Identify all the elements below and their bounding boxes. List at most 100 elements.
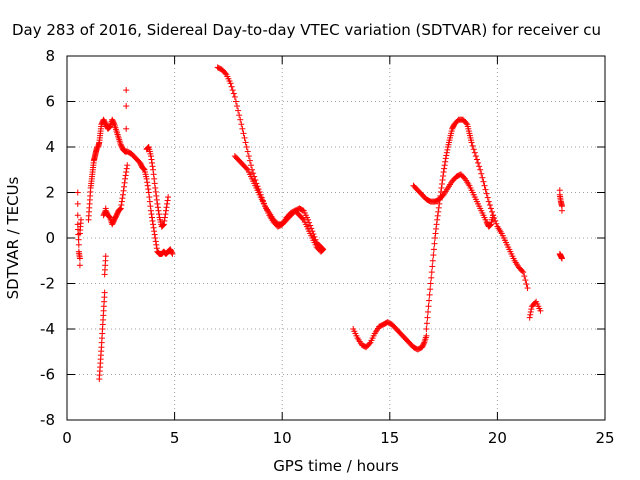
data-point xyxy=(522,277,529,284)
data-point xyxy=(143,175,150,182)
data-point xyxy=(147,207,154,214)
data-point xyxy=(150,166,157,173)
data-point xyxy=(123,125,130,132)
data-point xyxy=(424,308,431,315)
data-point xyxy=(239,125,246,132)
data-point xyxy=(428,269,435,276)
tick-labels: 0 5 10 15 20 25 -8 -6 -4 -2 0 2 4 6 8 xyxy=(40,47,615,447)
data-point xyxy=(140,165,147,172)
data-point xyxy=(153,196,160,203)
data-point xyxy=(101,289,108,296)
data-point xyxy=(430,246,437,253)
data-point xyxy=(144,182,151,189)
data-point xyxy=(117,205,124,212)
data-point xyxy=(479,174,486,181)
data-point xyxy=(148,156,155,163)
y-tick-label: -6 xyxy=(40,366,55,384)
data-point xyxy=(169,250,176,257)
data-point xyxy=(231,93,238,100)
data-point xyxy=(519,267,526,274)
data-point xyxy=(164,197,171,204)
data-point xyxy=(435,208,442,215)
data-point xyxy=(430,252,437,259)
data-point xyxy=(76,262,83,269)
data-point xyxy=(150,224,157,231)
data-point xyxy=(478,170,485,177)
data-point xyxy=(152,184,159,191)
data-point xyxy=(117,205,124,212)
data-point xyxy=(153,241,160,248)
data-point xyxy=(441,162,448,169)
data-point xyxy=(423,320,430,327)
data-point xyxy=(429,257,436,264)
data-point xyxy=(485,198,492,205)
data-point xyxy=(537,307,544,314)
data-point xyxy=(122,172,129,179)
data-point xyxy=(118,202,125,209)
data-point xyxy=(246,157,253,164)
data-point xyxy=(527,311,534,318)
data-point xyxy=(119,195,126,202)
data-point xyxy=(162,211,169,218)
data-point xyxy=(149,214,156,221)
data-point xyxy=(480,178,487,185)
data-point xyxy=(490,212,497,219)
data-point xyxy=(149,163,156,170)
data-point xyxy=(230,90,237,97)
data-point xyxy=(482,186,489,193)
data-point xyxy=(245,153,252,160)
data-point xyxy=(121,179,128,186)
data-point xyxy=(235,107,242,114)
data-point xyxy=(146,198,153,205)
data-point xyxy=(149,159,156,166)
data-point xyxy=(437,188,444,195)
data-point xyxy=(151,228,158,235)
data-point xyxy=(463,120,470,127)
data-point xyxy=(120,187,127,194)
data-point xyxy=(161,214,168,221)
data-point xyxy=(238,121,245,128)
y-tick-label: -8 xyxy=(40,411,55,429)
x-tick-label: 5 xyxy=(170,429,180,447)
data-point xyxy=(438,180,445,187)
y-tick-label: 8 xyxy=(45,47,55,65)
data-point xyxy=(433,225,440,232)
data-point xyxy=(147,203,154,210)
y-tick-label: 6 xyxy=(45,93,55,111)
data-point xyxy=(483,190,490,197)
data-point xyxy=(160,221,167,228)
data-point xyxy=(440,169,447,176)
data-point xyxy=(243,165,250,172)
y-tick-label: 4 xyxy=(45,138,55,156)
y-tick-label: -2 xyxy=(40,275,55,293)
y-tick-label: -4 xyxy=(40,320,55,338)
grid xyxy=(67,56,605,420)
data-point xyxy=(320,246,327,253)
y-tick-label: 0 xyxy=(45,229,55,247)
data-point xyxy=(493,220,500,227)
x-axis-title: GPS time / hours xyxy=(273,457,399,475)
data-point xyxy=(443,152,450,159)
data-point xyxy=(242,139,249,146)
data-point xyxy=(77,216,84,223)
data-point xyxy=(319,247,326,254)
data-point xyxy=(528,306,535,313)
chart-title: Day 283 of 2016, Sidereal Day-to-day VTE… xyxy=(12,21,601,39)
x-tick-label: 0 xyxy=(62,429,72,447)
data-point xyxy=(444,146,451,153)
data-point xyxy=(306,219,313,226)
data-point xyxy=(434,212,441,219)
data-point xyxy=(236,112,243,119)
data-point xyxy=(429,263,436,270)
data-point xyxy=(426,297,433,304)
data-point xyxy=(155,207,162,214)
data-point xyxy=(237,116,244,123)
data-point xyxy=(319,246,326,253)
data-point xyxy=(521,273,528,280)
data-point xyxy=(102,253,109,260)
data-point xyxy=(222,70,229,77)
data-point xyxy=(472,153,479,160)
data-point xyxy=(473,156,480,163)
data-point xyxy=(442,155,449,162)
data-point xyxy=(116,206,123,213)
